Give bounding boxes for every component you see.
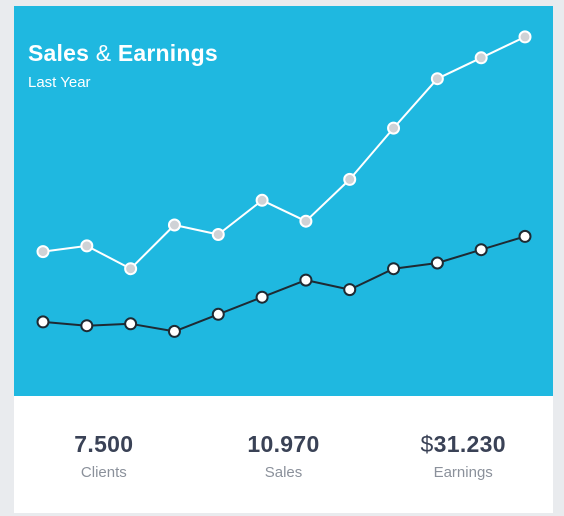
series-bottom-line <box>42 235 526 333</box>
title-sales: Sales <box>28 40 90 66</box>
stat-label: Sales <box>264 464 303 481</box>
stat-value: 10.970 <box>194 430 374 458</box>
series-bottom-point[interactable] <box>211 307 225 321</box>
title-ampersand: & <box>95 40 112 66</box>
series-bottom-point[interactable] <box>167 324 181 338</box>
series-bottom-point[interactable] <box>474 243 488 257</box>
stat-label: Earnings <box>433 464 493 481</box>
stat-number: 7.500 <box>74 431 134 457</box>
stat-currency: $ <box>420 431 434 457</box>
card-title: Sales & Earnings <box>28 39 218 67</box>
series-top-point[interactable] <box>299 214 313 228</box>
chart-panel: Sales & Earnings Last Year <box>14 6 553 396</box>
sales-earnings-card: Sales & Earnings Last Year 7.500 Clients… <box>14 6 553 513</box>
series-bottom-point[interactable] <box>343 283 357 297</box>
series-top-point[interactable] <box>430 72 444 86</box>
stat-value: $31.230 <box>373 430 553 458</box>
stat-label: Clients <box>80 464 127 481</box>
series-bottom-point[interactable] <box>255 290 269 304</box>
series-top-point[interactable] <box>167 218 181 232</box>
series-top-point[interactable] <box>343 172 357 186</box>
stat-number: 10.970 <box>247 431 320 457</box>
series-top-line <box>42 35 526 270</box>
title-earnings: Earnings <box>117 40 218 66</box>
series-top-point[interactable] <box>474 51 488 65</box>
series-top-point[interactable] <box>255 193 269 207</box>
series-bottom-point[interactable] <box>80 319 94 333</box>
stat-sales: 10.970 Sales <box>194 396 374 513</box>
card-subtitle: Last Year <box>28 74 91 91</box>
series-top-point[interactable] <box>211 228 225 241</box>
series-top-point[interactable] <box>124 262 138 276</box>
stats-row: 7.500 Clients 10.970 Sales $31.230 Earni… <box>14 396 553 513</box>
series-bottom-point[interactable] <box>430 256 444 270</box>
series-bottom-point[interactable] <box>124 317 138 331</box>
series-top-point[interactable] <box>518 30 532 44</box>
line-chart <box>36 30 532 338</box>
series-top-point[interactable] <box>36 245 50 259</box>
stat-value: 7.500 <box>14 430 194 458</box>
series-bottom-point[interactable] <box>518 229 532 243</box>
stat-clients: 7.500 Clients <box>14 396 194 513</box>
series-bottom-point[interactable] <box>299 273 313 287</box>
series-bottom-point[interactable] <box>387 262 401 276</box>
stat-earnings: $31.230 Earnings <box>373 396 553 513</box>
series-top-point[interactable] <box>387 121 401 135</box>
series-top-point[interactable] <box>80 239 94 253</box>
series-bottom-point[interactable] <box>36 315 50 329</box>
stat-number: 31.230 <box>433 431 506 457</box>
